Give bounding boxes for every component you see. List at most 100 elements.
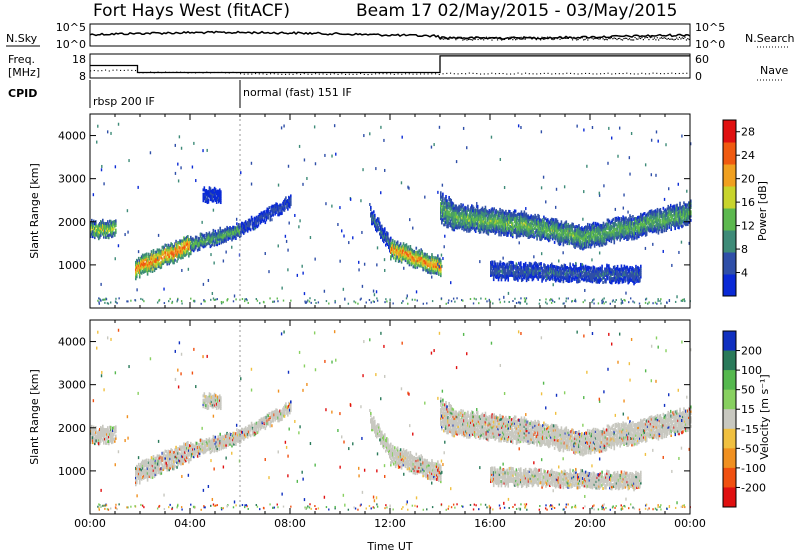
nsearch-point [573, 37, 574, 38]
nsearch-point [522, 38, 523, 39]
nave-point [578, 73, 579, 74]
power-cell [593, 222, 595, 225]
nsearch-point [591, 38, 592, 39]
power-cell [394, 240, 396, 243]
power-cell [673, 205, 675, 208]
nsearch-point [634, 37, 635, 38]
nsearch-point [575, 38, 576, 39]
nave-point [611, 73, 612, 74]
nave-point [604, 73, 605, 74]
freq-unit-label: [MHz] [8, 66, 40, 79]
power-cell [618, 217, 620, 220]
nave-point [161, 72, 162, 73]
nsearch-point [661, 37, 662, 38]
nsearch-point [600, 38, 601, 39]
nave-point [405, 73, 406, 74]
nsearch-point [671, 38, 672, 39]
nsearch-point [657, 37, 658, 38]
nave-point [521, 73, 522, 74]
nsearch-point [605, 39, 606, 40]
nave-point [341, 73, 342, 74]
nsearch-point [548, 37, 549, 38]
nave-point [229, 72, 230, 73]
nsearch-point [529, 37, 530, 38]
power-cell [252, 218, 254, 221]
nave-point [90, 70, 91, 71]
power-cell [660, 208, 662, 211]
power-cell [580, 240, 582, 243]
power-cell [236, 222, 238, 225]
nave-point [221, 72, 222, 73]
nave-point [495, 73, 496, 74]
nave-point [236, 72, 237, 73]
nsearch-point [594, 38, 595, 39]
nave-point [593, 73, 594, 74]
power-cell [554, 241, 556, 244]
power-cell [601, 265, 603, 268]
nave-point [180, 72, 181, 73]
power-cell [146, 253, 148, 256]
nsky-panel: N.Sky 10^5 10^0 10^5 10^0 N.Search [6, 21, 795, 51]
nsearch-point [580, 37, 581, 38]
nave-point [638, 73, 639, 74]
power-cell [587, 223, 589, 226]
nave-point [345, 74, 346, 75]
nave-point [383, 73, 384, 74]
nsearch-point [583, 39, 584, 40]
nsearch-point [478, 39, 479, 40]
power-cell [521, 210, 523, 213]
nave-point [420, 73, 421, 74]
power-cell [408, 245, 410, 248]
power-cell [442, 193, 444, 196]
nsearch-point [622, 39, 623, 40]
power-cell [493, 207, 495, 210]
power-cell [613, 218, 615, 221]
power-cell [608, 264, 610, 267]
nsearch-point [641, 37, 642, 38]
nsearch-point [572, 39, 573, 40]
nave-point [548, 73, 549, 74]
nsearch-point [509, 37, 510, 38]
power-cell [569, 262, 571, 265]
nave-point [416, 74, 417, 75]
power-cell [290, 200, 292, 203]
nave-point [386, 73, 387, 74]
nave-point [225, 72, 226, 73]
nave-point [394, 74, 395, 75]
power-cell [663, 207, 665, 210]
nave-point [176, 72, 177, 73]
nave-point [173, 72, 174, 73]
nsearch-point [536, 39, 537, 40]
nsky-tick-bottom: 10^0 [56, 38, 86, 51]
power-cell [497, 262, 499, 265]
power-cell [102, 219, 104, 222]
nave-point [154, 72, 155, 73]
power-cell [566, 220, 568, 223]
nave-point [169, 72, 170, 73]
power-cell [485, 206, 487, 209]
freq-label: Freq. [8, 53, 35, 66]
nave-point [131, 70, 132, 71]
nsearch-point [608, 38, 609, 39]
nave-point [390, 73, 391, 74]
nave-point [214, 72, 215, 73]
nsearch-point [497, 39, 498, 40]
nave-point [349, 74, 350, 75]
nave-point [311, 74, 312, 75]
nave-point [574, 73, 575, 74]
power-cell [504, 263, 506, 266]
nsearch-point [523, 38, 524, 39]
nave-point [656, 73, 657, 74]
cpid-mode-2: normal (fast) 151 IF [243, 86, 352, 99]
power-cell [421, 250, 423, 253]
nave-point [165, 72, 166, 73]
nsearch-point [496, 37, 497, 38]
nave-point [356, 74, 357, 75]
power-cell [384, 227, 386, 230]
nsearch-point [504, 39, 505, 40]
nsearch-point [457, 38, 458, 39]
nsearch-point [576, 39, 577, 40]
nsearch-point [541, 37, 542, 38]
power-cell [579, 280, 581, 283]
nave-point [570, 73, 571, 74]
